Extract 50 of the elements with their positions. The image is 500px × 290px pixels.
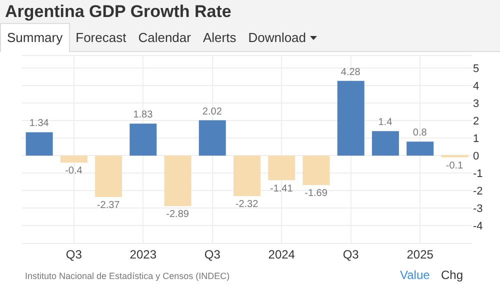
text: Alerts xyxy=(202,29,238,47)
data-label: -0.4 xyxy=(65,166,83,177)
bar xyxy=(95,156,122,198)
bar xyxy=(60,156,88,163)
text: Forecast xyxy=(74,29,128,47)
bar xyxy=(337,80,364,156)
x-tick-label: 2025 xyxy=(406,247,434,262)
data-label: 1.83 xyxy=(133,110,154,121)
y-tick-label: 1 xyxy=(473,132,480,145)
bar xyxy=(302,156,330,186)
y-tick-label: 4 xyxy=(473,80,480,93)
text: Summary xyxy=(0,23,70,52)
data-label: -0.1 xyxy=(446,160,464,172)
bar xyxy=(372,131,399,156)
text: Download xyxy=(247,29,308,47)
y-tick-label: 3 xyxy=(473,98,480,110)
text: Chg xyxy=(441,268,464,282)
x-tick-label: 2024 xyxy=(268,247,296,262)
bar xyxy=(198,120,226,156)
data-label: -2.89 xyxy=(166,209,190,220)
text: Calendar xyxy=(137,29,192,47)
y-tick-label: 5 xyxy=(473,63,480,76)
y-tick-label: -3 xyxy=(473,202,483,215)
x-tick-label: Q3 xyxy=(342,247,360,262)
x-tick-label: Q3 xyxy=(204,247,221,262)
text: Instituto Nacional de Estadística y Censos (INDEC) xyxy=(25,271,230,281)
y-tick-label: -1 xyxy=(473,168,483,180)
data-label: 2.02 xyxy=(202,106,222,118)
y-tick-label: -4 xyxy=(473,220,483,232)
data-label: -1.41 xyxy=(270,183,294,194)
bar xyxy=(164,156,192,206)
data-label: 4.28 xyxy=(340,66,361,78)
data-label: -2.32 xyxy=(235,199,259,210)
data-label: 0.8 xyxy=(412,128,428,139)
bar xyxy=(234,156,260,196)
y-tick-label: 2 xyxy=(473,116,480,128)
x-tick-label: 2023 xyxy=(130,247,157,262)
bar xyxy=(406,142,434,156)
y-tick-label: -2 xyxy=(473,185,483,198)
x-tick-label: Q3 xyxy=(66,247,82,262)
y-tick-label: 0 xyxy=(473,150,480,162)
data-label: -2.37 xyxy=(96,200,120,212)
bar xyxy=(26,132,53,156)
data-label: 1.34 xyxy=(29,118,50,130)
chart-title: Argentina GDP Growth Rate xyxy=(0,0,500,24)
bar xyxy=(268,156,296,180)
data-label: 1.4 xyxy=(378,117,393,128)
bar xyxy=(130,124,157,156)
data-label: -1.69 xyxy=(304,188,328,200)
text: Value xyxy=(400,268,430,282)
